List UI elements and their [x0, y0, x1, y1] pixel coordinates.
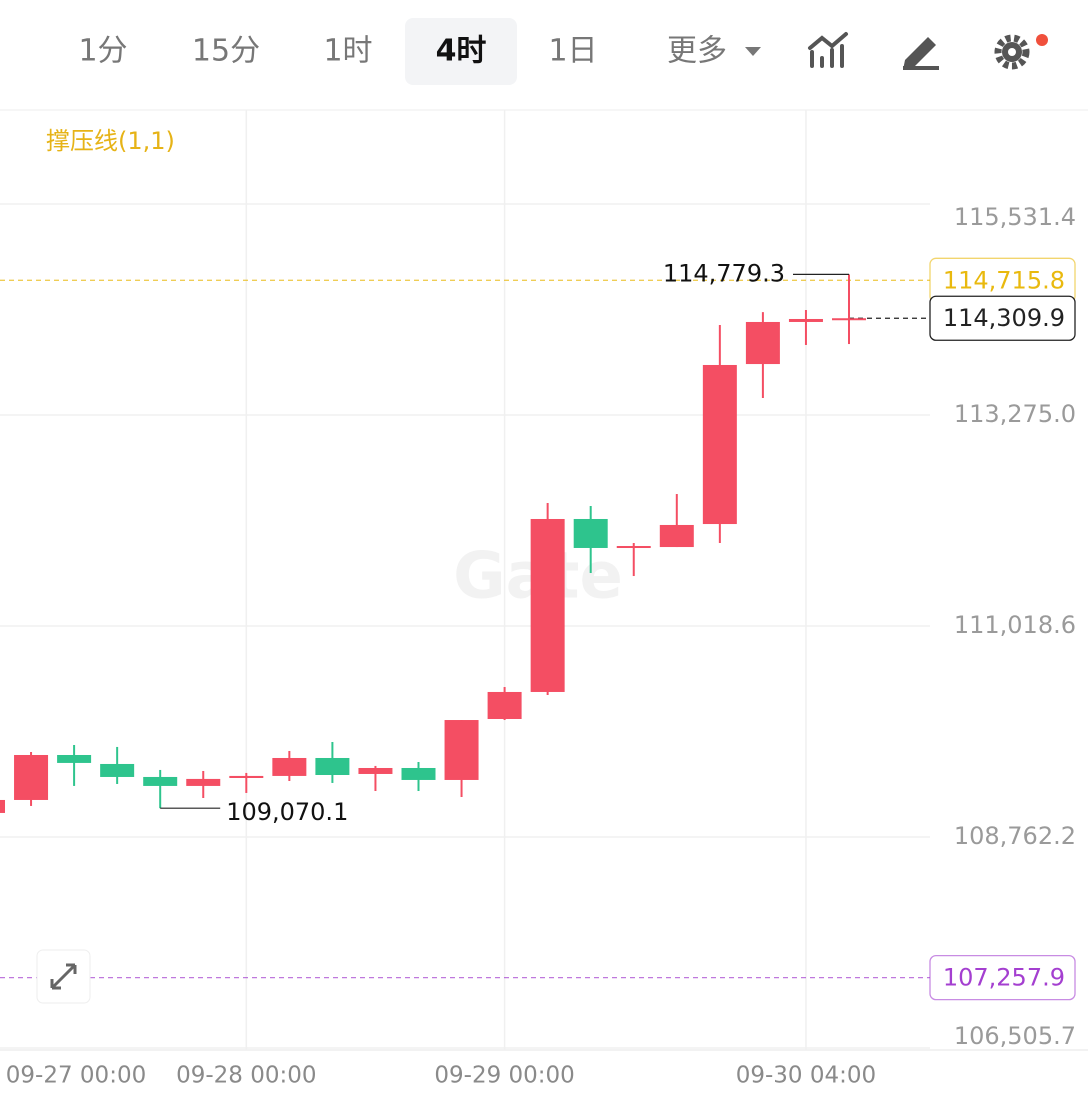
candle-body: [444, 720, 479, 780]
annotation-label: 114,779.3: [663, 259, 785, 287]
candle-body: [401, 767, 436, 780]
annotation-label: 109,070.1: [226, 798, 348, 826]
settings-icon[interactable]: [994, 34, 1048, 70]
price-label: 114,715.8: [943, 266, 1065, 294]
candle-body: [487, 691, 522, 719]
candle-body: [788, 318, 823, 322]
y-tick-label: 111,018.6: [954, 611, 1076, 639]
y-tick-label: 115,531.4: [954, 203, 1076, 231]
y-tick-label: 113,275.0: [954, 400, 1076, 428]
candle-body: [659, 524, 694, 548]
candle-body: [530, 518, 565, 692]
timeframe-tab[interactable]: 15分: [192, 34, 260, 69]
candle-body: [616, 546, 651, 549]
timeframe-tab[interactable]: 4时: [436, 34, 487, 69]
indicator-label: 撑压线(1,1): [46, 127, 175, 155]
y-tick-label: 108,762.2: [954, 822, 1076, 850]
timeframe-tab[interactable]: 1分: [78, 34, 127, 69]
timeframe-tab[interactable]: 1日: [548, 34, 597, 69]
active-tab-bg: [405, 18, 517, 85]
candle-body: [315, 757, 350, 776]
price-label-box: [929, 954, 1076, 1001]
candle-body: [186, 778, 221, 786]
draw-icon[interactable]: [903, 37, 939, 70]
dropdown-arrow: [745, 47, 761, 56]
toolbar: 1分 15分 1时 4时 1日 更多: [78, 18, 761, 85]
candle-body: [573, 518, 608, 548]
candle-body: [272, 757, 307, 776]
price-label: 107,257.9: [943, 964, 1065, 992]
candle-body: [100, 763, 135, 777]
x-tick-label: 09-27 00:00: [6, 1063, 146, 1089]
price-label-box: [929, 295, 1076, 341]
candle-body: [14, 754, 49, 800]
y-tick-label: 106,505.7: [954, 1022, 1076, 1050]
candle-body: [143, 776, 178, 786]
expand-button[interactable]: [36, 949, 91, 1004]
candle-body: [832, 318, 866, 321]
x-tick-label: 09-30 04:00: [736, 1063, 876, 1089]
candle-body: [229, 775, 264, 778]
candle-body: [702, 364, 737, 525]
timeframe-tab[interactable]: 更多: [667, 34, 727, 69]
candle-body: [358, 767, 393, 774]
plot-area: Gate撑压线(1,1)115,531.4113,275.0111,018.61…: [0, 110, 1088, 1089]
candle-body: [57, 754, 92, 763]
indicator-icon[interactable]: [808, 32, 848, 68]
candle-body: [745, 321, 780, 365]
x-tick-label: 09-28 00:00: [176, 1063, 316, 1089]
price-label: 114,309.9: [943, 304, 1065, 332]
x-tick-label: 09-29 00:00: [434, 1063, 574, 1089]
candle-body: [0, 799, 5, 813]
timeframe-tab[interactable]: 1时: [323, 34, 372, 69]
